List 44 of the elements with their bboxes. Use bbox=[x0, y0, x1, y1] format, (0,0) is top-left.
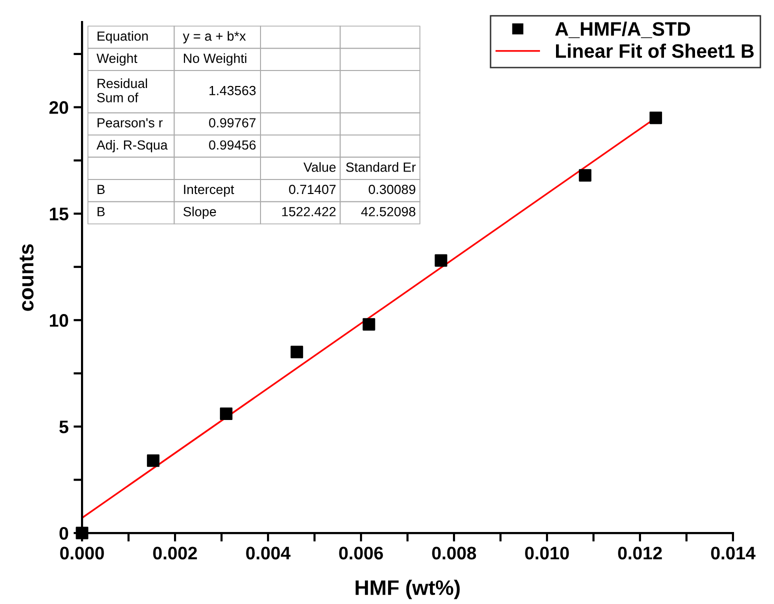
annotation: Equation bbox=[98, 31, 148, 44]
x-tick-label: 0.008 bbox=[432, 546, 476, 560]
annotation: Adj. R-Squa bbox=[96, 140, 168, 152]
y-tick-label: 15 bbox=[50, 208, 68, 220]
y-axis-title: counts bbox=[20, 244, 34, 311]
point bbox=[434, 254, 448, 267]
point bbox=[650, 112, 662, 124]
legend-label: Linear Fit of Sheet1 B bbox=[556, 44, 754, 58]
x-tick-label: 0.002 bbox=[153, 546, 197, 560]
x-tick-label: 0.010 bbox=[525, 546, 569, 560]
y-tick-label: 0 bbox=[60, 526, 68, 540]
legend-label: A_HMF/A_STD bbox=[555, 22, 690, 38]
point bbox=[578, 169, 592, 182]
annotation: 0.30089 bbox=[368, 184, 416, 194]
annotation: Slope bbox=[183, 206, 216, 219]
annotation: 1522.422 bbox=[282, 206, 336, 216]
y-tick-label: 5 bbox=[59, 420, 68, 434]
x-tick-label: 0.006 bbox=[339, 546, 383, 560]
annotation: B bbox=[98, 207, 105, 216]
annotation: No Weighti bbox=[184, 53, 246, 66]
annotation: Intercept bbox=[184, 184, 234, 197]
annotation: B bbox=[98, 184, 105, 194]
annotation: Residual Sum of bbox=[97, 78, 147, 102]
point bbox=[362, 318, 376, 331]
annotation: 0.99767 bbox=[209, 118, 256, 128]
annotation: Pearson's r bbox=[98, 118, 163, 128]
annotation: Standard Er bbox=[346, 162, 416, 172]
x-tick-label: 0.004 bbox=[246, 546, 291, 560]
x-tick-label: 0.012 bbox=[618, 546, 662, 560]
point bbox=[220, 408, 232, 420]
annotation: 0.99456 bbox=[209, 140, 256, 150]
x-axis-title: HMF (wt%) bbox=[356, 580, 460, 600]
annotation: Weight bbox=[96, 53, 138, 66]
point bbox=[290, 346, 304, 358]
point bbox=[146, 454, 160, 467]
annotation: 42.52098 bbox=[361, 206, 416, 216]
x-tick-label: 0.000 bbox=[60, 546, 104, 560]
y-tick-label: 20 bbox=[49, 101, 68, 114]
annotation: y = a + b*x bbox=[182, 31, 246, 44]
x-tick-label: 0.014 bbox=[711, 546, 756, 560]
y-tick-label: 10 bbox=[50, 314, 68, 327]
annotation: Value bbox=[304, 162, 336, 172]
annotation: 1.43563 bbox=[210, 86, 256, 96]
annotation: 0.71407 bbox=[289, 184, 336, 194]
